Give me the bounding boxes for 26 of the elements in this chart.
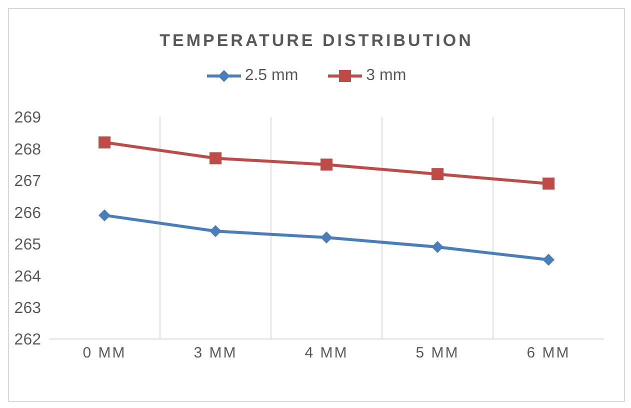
point bbox=[542, 178, 554, 190]
y-tick-label: 266 bbox=[14, 204, 42, 222]
point bbox=[320, 232, 332, 244]
y-tick-label: 268 bbox=[14, 141, 42, 158]
legend-label: 3 mm bbox=[366, 67, 406, 85]
x-tick-label: 0 MM bbox=[82, 344, 126, 362]
legend-label: 2.5 mm bbox=[244, 67, 298, 85]
point bbox=[210, 152, 222, 164]
y-tick-label: 265 bbox=[14, 236, 42, 254]
point bbox=[432, 241, 444, 254]
y-tick-label: 263 bbox=[14, 300, 42, 317]
y-tick-label: 264 bbox=[14, 268, 42, 286]
y-tick-label: 262 bbox=[14, 332, 42, 349]
point bbox=[98, 209, 110, 222]
x-tick-label: 6 MM bbox=[526, 344, 570, 362]
x-tick-label: 3 MM bbox=[194, 344, 238, 362]
chart-title: TEMPERATURE DISTRIBUTION bbox=[158, 31, 474, 51]
x-tick-label: 5 MM bbox=[416, 344, 460, 362]
y-tick-label: 267 bbox=[14, 173, 42, 190]
point bbox=[542, 254, 554, 266]
y-tick-label: 269 bbox=[14, 110, 42, 127]
point bbox=[432, 168, 444, 180]
point bbox=[320, 158, 332, 171]
x-tick-label: 4 MM bbox=[304, 344, 348, 362]
point bbox=[98, 136, 110, 148]
point bbox=[210, 225, 222, 238]
